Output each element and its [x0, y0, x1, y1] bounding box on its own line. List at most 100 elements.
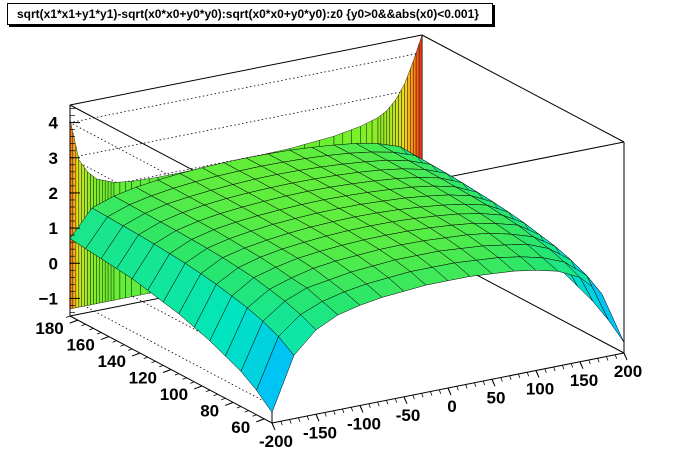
x-minor-tick	[315, 414, 318, 419]
x-tick-label: 150	[570, 371, 598, 390]
y-minor-tick	[190, 381, 195, 384]
z-tick-label: 3	[49, 149, 58, 168]
y-minor-tick	[252, 414, 257, 417]
surface-cell	[570, 259, 609, 321]
back-wall-cell	[72, 132, 77, 309]
y-minor-tick	[166, 369, 172, 372]
front-skirt	[514, 270, 536, 375]
y-minor-tick	[112, 340, 117, 343]
y-minor-tick	[73, 319, 78, 322]
chart-title: sqrt(x1*x1+y1*y1)-sqrt(x0*x0+y0*y0):sqrt…	[7, 3, 493, 25]
y-minor-tick	[182, 377, 187, 380]
x-minor-tick	[544, 368, 547, 373]
y-minor-tick	[236, 406, 242, 409]
z-tick-label: 2	[49, 184, 58, 203]
x-minor-tick	[570, 363, 574, 368]
front-skirt	[492, 271, 514, 379]
x-tick-label: -200	[259, 432, 293, 451]
x-minor-tick	[623, 352, 626, 358]
z-tick-label: 1	[49, 219, 58, 238]
x-minor-tick	[562, 365, 565, 370]
x-minor-tick	[403, 396, 406, 401]
x-minor-tick	[588, 359, 591, 365]
y-minor-tick	[81, 323, 86, 327]
x-minor-tick	[509, 375, 512, 380]
x-minor-tick	[394, 398, 398, 403]
box-edge	[421, 34, 625, 143]
x-minor-tick	[368, 403, 371, 408]
x-minor-tick	[500, 377, 503, 382]
x-minor-tick	[456, 386, 459, 391]
y-tick-label: 140	[98, 352, 126, 371]
x-minor-tick	[306, 415, 310, 421]
front-skirt	[338, 305, 360, 410]
y-minor-tick	[135, 352, 141, 355]
y-minor-tick	[104, 336, 109, 339]
x-minor-tick	[482, 380, 486, 386]
y-minor-tick	[89, 327, 94, 331]
y-tick-label: 60	[231, 418, 250, 437]
front-skirt	[382, 291, 404, 401]
x-minor-tick	[614, 354, 618, 359]
x-minor-tick	[298, 417, 301, 422]
x-minor-tick	[447, 387, 450, 393]
y-minor-tick	[244, 410, 249, 413]
y-minor-tick	[159, 365, 164, 368]
x-minor-tick	[579, 361, 582, 366]
x-tick-label: 50	[487, 388, 506, 407]
x-minor-tick	[430, 391, 433, 396]
front-skirt	[470, 274, 492, 384]
y-minor-tick	[143, 356, 148, 360]
y-minor-tick	[151, 360, 156, 364]
x-minor-tick	[465, 384, 468, 389]
x-minor-tick	[333, 410, 336, 415]
x-tick-label: 200	[614, 362, 642, 381]
surface-cell	[586, 275, 625, 343]
y-tick-label: 100	[160, 385, 188, 404]
x-minor-tick	[271, 422, 274, 428]
z-tick-label: −1	[39, 289, 58, 308]
y-minor-tick	[96, 332, 102, 335]
x-tick-label: -150	[303, 423, 337, 442]
front-skirt	[316, 315, 338, 414]
y-minor-tick	[174, 373, 179, 376]
y-minor-tick	[205, 389, 210, 392]
x-minor-tick	[597, 358, 600, 363]
front-skirt	[448, 276, 470, 388]
z-tick-label: 0	[49, 254, 58, 273]
y-minor-tick	[197, 385, 203, 388]
x-minor-tick	[518, 373, 521, 379]
x-tick-label: -50	[396, 406, 421, 425]
y-tick-label: 180	[35, 319, 63, 338]
x-tick-label: 100	[526, 380, 554, 399]
z-tick-label: 4	[49, 114, 59, 133]
y-tick-label: 160	[66, 336, 94, 355]
x-minor-tick	[350, 407, 354, 412]
x-minor-tick	[342, 408, 345, 414]
y-minor-tick	[120, 344, 125, 347]
x-minor-tick	[491, 379, 494, 384]
x-tick-label: -100	[347, 415, 381, 434]
x-minor-tick	[606, 356, 609, 361]
x-minor-tick	[535, 370, 538, 375]
x-minor-tick	[421, 393, 424, 398]
x-minor-tick	[280, 421, 283, 426]
x-minor-tick	[289, 419, 292, 424]
front-skirt	[426, 281, 448, 393]
y-tick-label: 120	[129, 369, 157, 388]
x-tick-label: 0	[447, 397, 456, 416]
y-minor-tick	[221, 397, 226, 401]
x-minor-tick	[438, 389, 442, 394]
x-minor-tick	[386, 400, 389, 405]
front-skirt	[360, 297, 382, 405]
x-minor-tick	[324, 412, 327, 417]
front-skirt	[404, 285, 426, 397]
box-edge	[69, 34, 423, 106]
x-minor-tick	[377, 401, 380, 407]
x-minor-tick	[526, 372, 530, 377]
y-minor-tick	[260, 418, 265, 421]
x-minor-tick	[474, 382, 477, 387]
y-minor-tick	[128, 348, 133, 351]
